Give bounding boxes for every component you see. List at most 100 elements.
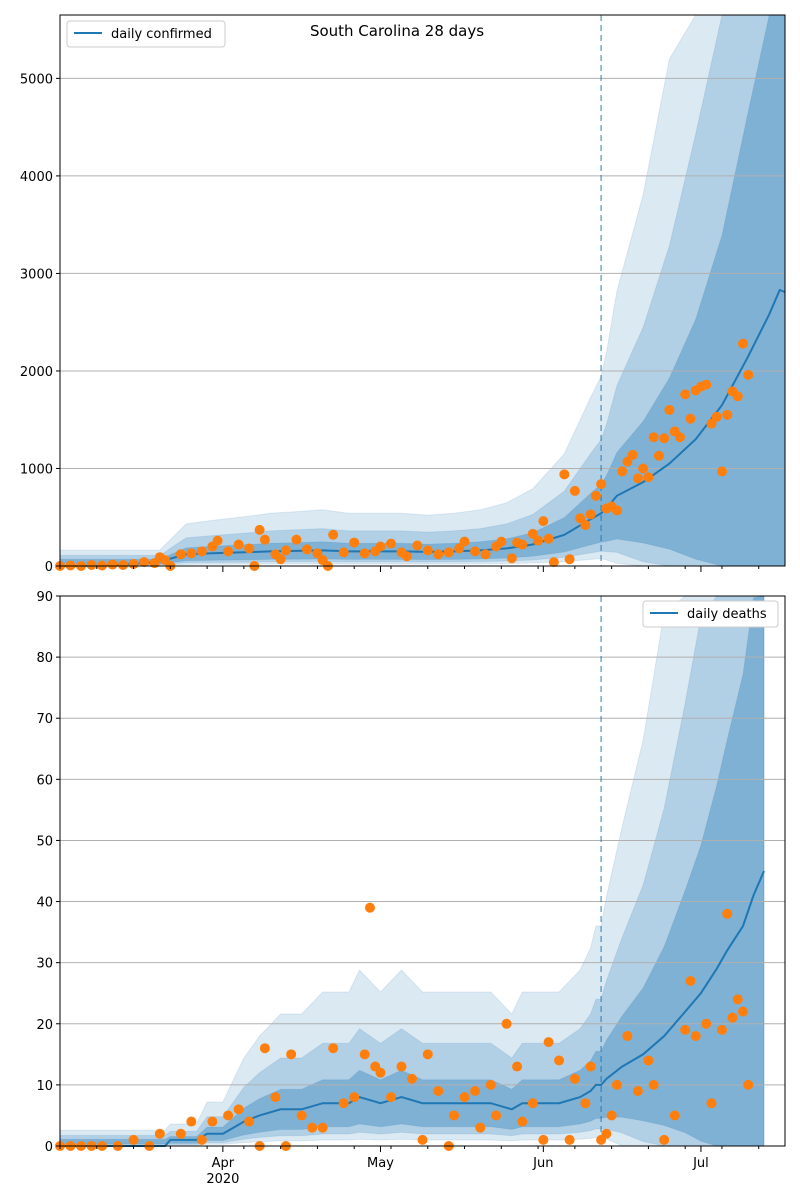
data-point [680, 1024, 691, 1035]
data-point [359, 548, 370, 559]
chart-title: South Carolina 28 days [310, 22, 484, 40]
y-tick-label: 5000 [20, 72, 53, 87]
y-tick-label: 3000 [20, 267, 53, 282]
data-point [280, 545, 291, 556]
data-point [296, 1110, 307, 1121]
data-point [139, 557, 150, 568]
y-tick-label: 70 [36, 712, 53, 727]
data-point [406, 1073, 417, 1084]
deaths-legend: daily deaths [642, 600, 779, 628]
data-point [349, 1092, 360, 1103]
y-tick-label: 80 [36, 651, 53, 666]
data-point [128, 559, 139, 570]
data-point [743, 369, 754, 380]
data-point [375, 1067, 386, 1078]
confirmed-axes: 0 1000 2000 3000 4000 5000 [20, 14, 786, 575]
data-point [338, 547, 349, 558]
data-point [443, 547, 454, 558]
y-tick-label: 50 [36, 834, 53, 849]
data-point [317, 1122, 328, 1133]
data-point [569, 1073, 580, 1084]
data-point [711, 411, 722, 422]
y-tick-label: 60 [36, 773, 53, 788]
data-point [212, 535, 223, 546]
data-point [601, 1128, 612, 1139]
data-point [569, 485, 580, 496]
data-point [517, 539, 528, 550]
y-tick-label: 2000 [20, 365, 53, 380]
data-point [722, 908, 733, 919]
y-tick-label: 0 [45, 560, 53, 575]
data-point [606, 1110, 617, 1121]
data-point [359, 1049, 370, 1060]
data-point [433, 1086, 444, 1096]
data-point [422, 545, 433, 556]
data-point [233, 539, 244, 550]
data-point [459, 536, 470, 547]
data-point [627, 449, 638, 460]
y-tick-label: 1000 [20, 462, 53, 477]
confirmed-panel: 0 1000 2000 3000 4000 5000 South Carolina 28 … [20, 14, 786, 575]
data-point [548, 557, 559, 568]
data-point [259, 1043, 270, 1054]
data-point [491, 1110, 502, 1121]
data-point [538, 516, 549, 527]
data-point [664, 404, 675, 415]
data-point [207, 1116, 218, 1127]
data-point [244, 543, 255, 554]
deaths-legend-box [642, 600, 779, 628]
data-point [312, 548, 323, 559]
y-tick-label: 10 [36, 1079, 53, 1094]
data-point [286, 1049, 297, 1060]
data-point [475, 1122, 486, 1133]
data-point [559, 469, 570, 480]
data-point [533, 535, 544, 546]
data-point [244, 1116, 255, 1127]
x-tick-label: Apr [212, 1156, 235, 1171]
data-point [716, 1024, 727, 1035]
data-point [643, 1055, 654, 1066]
data-point [611, 1079, 622, 1090]
data-point [674, 432, 685, 443]
data-point [307, 1122, 318, 1133]
data-point [701, 1018, 712, 1029]
data-point [685, 413, 696, 424]
confirmed-legend-label: daily confirmed [111, 27, 212, 42]
deaths-legend-label: daily deaths [687, 607, 767, 622]
data-point [385, 538, 396, 549]
data-point [512, 1061, 523, 1072]
data-point [223, 1110, 234, 1121]
x-tick-label: Jul [692, 1156, 709, 1171]
data-point [154, 1128, 165, 1139]
data-point [454, 543, 465, 554]
data-point [596, 479, 607, 490]
data-point [732, 994, 743, 1005]
data-point [680, 389, 691, 400]
axes-frame [59, 595, 786, 1147]
data-point [338, 1098, 349, 1109]
data-point [118, 560, 129, 571]
y-tick-label: 90 [36, 590, 53, 605]
data-point [175, 549, 186, 560]
data-point [375, 541, 386, 552]
data-point [501, 1018, 512, 1029]
data-point [732, 391, 743, 402]
deaths-points [55, 902, 754, 1151]
data-point [554, 1055, 565, 1066]
y-tick-label: 4000 [20, 170, 53, 185]
x-tick-sublabel: 2020 [206, 1172, 239, 1187]
data-point [175, 1128, 186, 1139]
data-point [648, 1079, 659, 1090]
data-point [254, 524, 265, 535]
data-point [128, 1134, 139, 1145]
data-point [538, 1134, 549, 1145]
data-point [385, 1092, 396, 1103]
data-point [706, 418, 717, 429]
data-point [564, 1134, 575, 1145]
data-point [585, 1061, 596, 1072]
deaths-uncertainty-bands [59, 595, 765, 1147]
data-point [590, 490, 601, 501]
